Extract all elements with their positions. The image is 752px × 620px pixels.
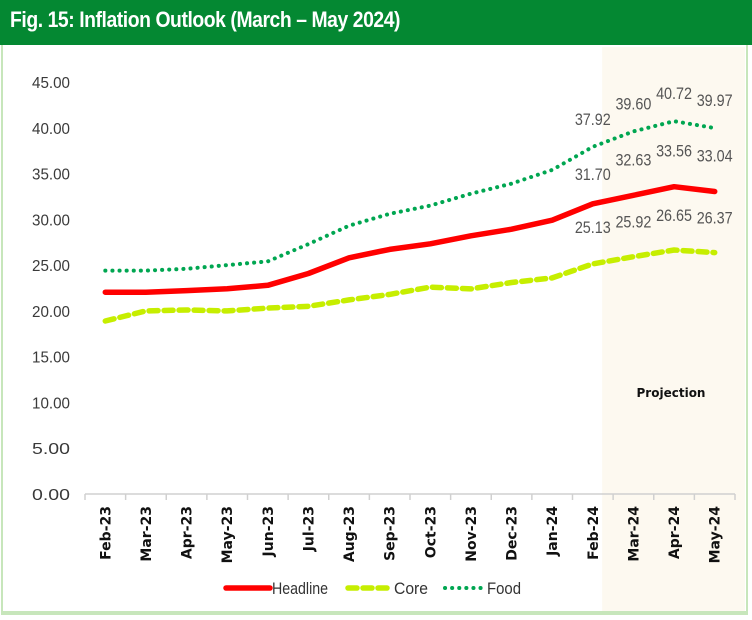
y-tick-label: 0.00	[32, 487, 70, 504]
x-axis: Feb-23 Mar-23 Apr-23 May-23 Jun-23 Jul-23 Aug-…	[84, 493, 736, 564]
x-tick-label: Aug-23	[342, 506, 358, 562]
y-tick-label: 35.00	[32, 167, 70, 184]
data-label-core: 26.65	[656, 206, 692, 225]
series-line-food	[103, 119, 717, 273]
projection-region	[602, 47, 745, 611]
x-tick-label: Nov-23	[464, 506, 480, 562]
data-label-headline: 33.56	[656, 142, 692, 161]
x-tick-label: Mar-23	[139, 506, 155, 562]
legend: Headline Core Food	[223, 579, 521, 598]
x-tick-label: Feb-23	[98, 506, 114, 560]
figure-header: Fig. 15: Inflation Outlook (March – May …	[0, 0, 752, 45]
y-tick-label: 30.00	[32, 212, 70, 229]
x-tick-label: Mar-24	[626, 506, 642, 562]
x-tick-label: Apr-24	[667, 506, 683, 559]
data-label-headline: 32.63	[615, 150, 651, 169]
data-label-core: 25.13	[575, 218, 611, 237]
data-label-core: 25.92	[615, 213, 651, 232]
legend-label-food: Food	[487, 579, 521, 598]
x-tick-label: Feb-24	[586, 506, 602, 560]
data-label-headline: 33.04	[697, 147, 733, 166]
x-tick-label: Jan-24	[545, 506, 561, 557]
x-tick-label: Jun-23	[261, 506, 277, 557]
y-tick-label: 40.00	[32, 121, 70, 138]
data-label-core: 26.37	[697, 209, 733, 228]
legend-label-headline: Headline	[272, 579, 328, 598]
y-tick-label: 45.00	[32, 75, 70, 92]
y-tick-label: 10.00	[32, 395, 70, 412]
data-label-headline: 31.70	[575, 165, 611, 184]
data-label-food: 39.60	[615, 94, 651, 113]
x-tick-label: Sep-23	[383, 506, 399, 561]
y-axis: 0.00 5.00 10.00 15.00 20.00 25.00 30.00 35.00 40…	[32, 75, 70, 504]
legend-label-core: Core	[394, 579, 428, 598]
y-tick-label: 5.00	[32, 441, 70, 458]
y-tick-label: 15.00	[32, 350, 70, 367]
y-tick-label: 25.00	[32, 258, 70, 275]
data-label-food: 39.97	[697, 91, 733, 110]
data-label-food: 40.72	[656, 84, 692, 103]
series-line-headline	[102, 183, 718, 295]
projection-label: Projection	[637, 386, 706, 400]
x-tick-label: May-24	[708, 506, 724, 564]
data-label-food: 37.92	[575, 110, 611, 129]
x-tick-label: May-23	[220, 506, 236, 563]
chart-frame	[1, 45, 748, 615]
x-tick-label: Jul-23	[301, 506, 317, 552]
x-tick-label: Dec-23	[505, 506, 521, 561]
y-tick-label: 20.00	[32, 304, 70, 321]
series-line-core	[102, 247, 718, 324]
x-tick-label: Apr-23	[180, 506, 196, 559]
series-lines	[102, 119, 718, 324]
x-tick-label: Oct-23	[423, 506, 439, 558]
figure-title: Fig. 15: Inflation Outlook (March – May …	[10, 7, 401, 32]
